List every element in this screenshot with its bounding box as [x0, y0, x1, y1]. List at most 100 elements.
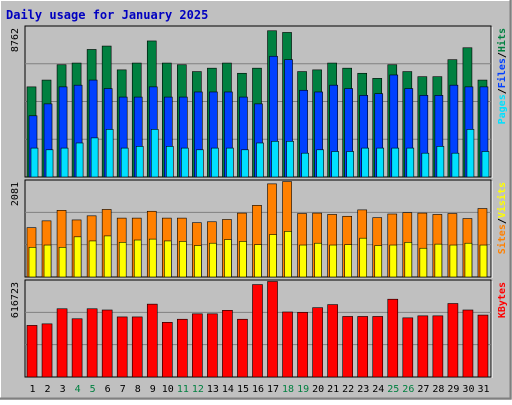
bar-pages-day-11	[181, 147, 189, 178]
bar-visits-day-13	[209, 242, 217, 278]
bar-kbytes-day-24	[372, 316, 384, 378]
bar-visits-day-2	[43, 244, 52, 278]
bar-visits-day-9	[148, 238, 157, 278]
y-max-labels: 8762 2081 616723	[10, 28, 21, 318]
bar-visits-day-5	[88, 240, 97, 278]
bar-pages-day-15	[241, 149, 249, 178]
bar-kbytes-day-9	[146, 303, 158, 378]
bar-pages-day-7	[120, 147, 129, 178]
x-label-day-2: 2	[45, 384, 51, 395]
bar-kbytes-day-28	[432, 315, 444, 378]
bar-visits-day-25	[389, 244, 398, 278]
bar-visits-day-15	[239, 241, 247, 278]
bar-kbytes-day-7	[116, 316, 128, 378]
bar-visits-day-19	[299, 244, 307, 278]
bar-pages-day-20	[316, 149, 324, 178]
bar-pages-day-6	[105, 129, 114, 178]
bar-pages-day-5	[90, 137, 99, 178]
bar-kbytes-day-8	[131, 316, 143, 378]
bar-pages-day-28	[436, 146, 445, 178]
bar-pages-day-12	[196, 149, 204, 178]
bar-kbytes-day-3	[56, 308, 68, 378]
bar-visits-day-4	[73, 236, 82, 278]
legend-item-files: Files	[496, 58, 508, 88]
x-label-day-3: 3	[60, 384, 66, 395]
legend-item-kbytes: KBytes	[497, 282, 508, 318]
bar-visits-day-16	[254, 244, 262, 278]
bar-visits-day-18	[284, 231, 292, 278]
x-label-day-18: 18	[282, 384, 294, 395]
x-label-day-20: 20	[312, 384, 324, 395]
bar-pages-day-4	[75, 142, 84, 178]
bar-pages-day-23	[361, 147, 370, 178]
legend-separator: /	[497, 88, 508, 94]
legend-item-hits: Hits	[496, 28, 508, 52]
bar-visits-day-26	[404, 242, 413, 278]
x-label-day-16: 16	[252, 384, 264, 395]
bar-pages-day-1	[30, 147, 39, 178]
bar-visits-day-24	[374, 245, 383, 278]
bar-kbytes-day-16	[252, 284, 263, 378]
x-label-day-28: 28	[432, 384, 444, 395]
x-label-day-7: 7	[120, 384, 126, 395]
x-label-day-9: 9	[150, 384, 156, 395]
bar-visits-day-21	[329, 244, 337, 278]
x-label-day-25: 25	[387, 384, 399, 395]
bar-kbytes-day-5	[86, 308, 98, 378]
legend-visits-sites: Sites/Visits	[496, 182, 508, 254]
bar-pages-day-2	[45, 149, 54, 178]
bar-kbytes-day-4	[71, 318, 83, 378]
bar-kbytes-day-22	[342, 316, 353, 378]
x-label-day-5: 5	[90, 384, 96, 395]
bar-visits-day-20	[314, 242, 322, 278]
bar-visits-day-22	[344, 244, 352, 278]
x-label-day-30: 30	[462, 384, 474, 395]
x-label-day-19: 19	[297, 384, 309, 395]
bar-kbytes-day-26	[402, 317, 414, 378]
bar-kbytes-day-10	[161, 322, 173, 378]
legend-kbytes: KBytes	[497, 282, 508, 318]
bar-kbytes-day-13	[207, 313, 218, 378]
bar-visits-day-27	[419, 247, 428, 278]
bar-pages-day-8	[135, 146, 144, 178]
x-label-day-17: 17	[267, 384, 279, 395]
bar-kbytes-day-25	[387, 298, 399, 378]
bar-pages-day-21	[331, 151, 339, 178]
bar-visits-day-30	[464, 242, 473, 278]
x-label-day-26: 26	[402, 384, 414, 395]
x-label-day-22: 22	[342, 384, 354, 395]
bar-kbytes-day-19	[297, 312, 308, 378]
x-label-day-8: 8	[135, 384, 141, 395]
legend-hits-files-pages: Pages/Files/Hits	[496, 28, 508, 124]
bar-pages-day-24	[376, 147, 385, 178]
bar-kbytes-day-30	[462, 309, 474, 378]
bar-pages-day-16	[256, 142, 264, 178]
bar-visits-day-14	[224, 239, 232, 278]
x-label-day-21: 21	[327, 384, 339, 395]
bar-visits-day-28	[434, 243, 443, 278]
bar-kbytes-day-20	[312, 307, 323, 378]
x-label-day-12: 12	[192, 384, 204, 395]
bar-visits-day-29	[449, 244, 458, 278]
bar-visits-day-11	[179, 241, 187, 278]
bar-visits-day-6	[103, 235, 112, 278]
bar-visits-day-17	[269, 234, 277, 278]
bar-kbytes-day-2	[41, 323, 53, 378]
bar-kbytes-day-15	[237, 318, 248, 378]
bar-pages-day-18	[286, 140, 294, 178]
x-label-day-31: 31	[477, 384, 489, 395]
legend-item-visits: Visits	[496, 182, 508, 218]
bar-kbytes-day-11	[177, 318, 188, 378]
legend-item-sites: Sites	[496, 224, 508, 254]
bar-pages-day-9	[150, 129, 159, 178]
x-label-day-10: 10	[162, 384, 174, 395]
legend-item-pages: Pages	[497, 94, 508, 124]
x-label-day-1: 1	[30, 384, 36, 395]
bar-visits-day-31	[479, 244, 488, 278]
bars	[26, 30, 490, 378]
x-label-day-14: 14	[222, 384, 234, 395]
bar-kbytes-day-14	[222, 310, 233, 378]
bar-pages-day-25	[391, 147, 400, 178]
bar-visits-day-10	[163, 240, 172, 278]
